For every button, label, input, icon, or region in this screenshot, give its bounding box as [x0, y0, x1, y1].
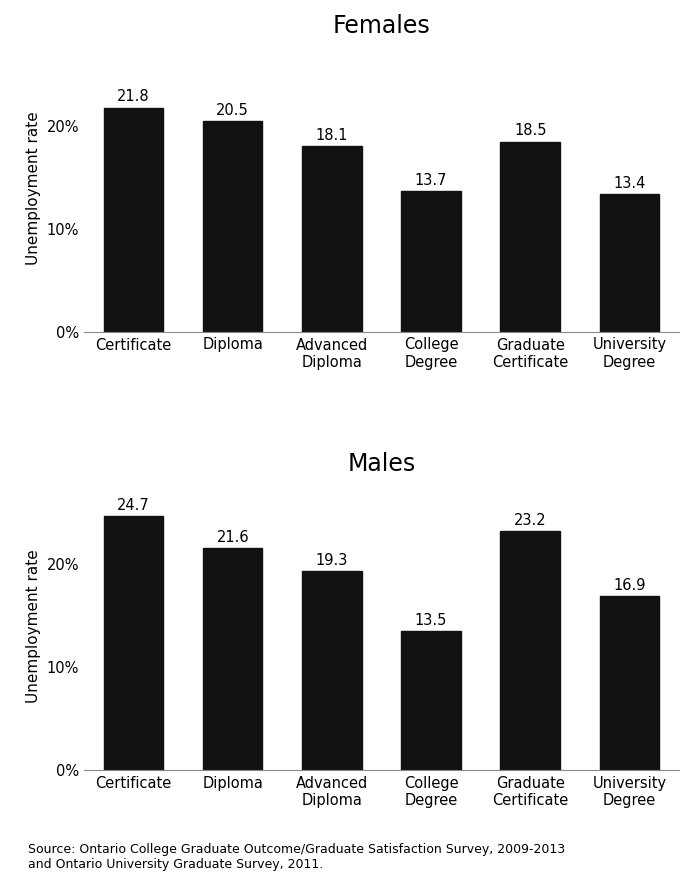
Bar — [401, 191, 461, 332]
Text: 20.5: 20.5 — [216, 103, 249, 118]
Bar — [203, 121, 262, 332]
Bar — [500, 142, 560, 332]
Bar — [600, 596, 659, 770]
Bar — [104, 108, 163, 332]
Bar — [104, 515, 163, 770]
Title: Males: Males — [347, 452, 416, 476]
Text: 13.5: 13.5 — [415, 613, 447, 628]
Title: Females: Females — [332, 14, 430, 38]
Text: 19.3: 19.3 — [316, 553, 348, 568]
Text: 13.7: 13.7 — [415, 173, 447, 188]
Bar — [302, 145, 362, 332]
Y-axis label: Unemployment rate: Unemployment rate — [26, 111, 41, 265]
Text: 18.1: 18.1 — [316, 128, 348, 143]
Text: 18.5: 18.5 — [514, 123, 547, 138]
Text: 21.6: 21.6 — [216, 529, 249, 544]
Bar — [203, 548, 262, 770]
Text: Source: Ontario College Graduate Outcome/Graduate Satisfaction Survey, 2009-2013: Source: Ontario College Graduate Outcome… — [28, 843, 565, 871]
Bar — [401, 631, 461, 770]
Text: 13.4: 13.4 — [613, 176, 645, 191]
Text: 16.9: 16.9 — [613, 578, 645, 593]
Text: 23.2: 23.2 — [514, 513, 547, 528]
Text: 21.8: 21.8 — [118, 89, 150, 104]
Text: 24.7: 24.7 — [117, 498, 150, 513]
Y-axis label: Unemployment rate: Unemployment rate — [26, 549, 41, 703]
Bar — [500, 531, 560, 770]
Bar — [600, 194, 659, 332]
Bar — [302, 571, 362, 770]
